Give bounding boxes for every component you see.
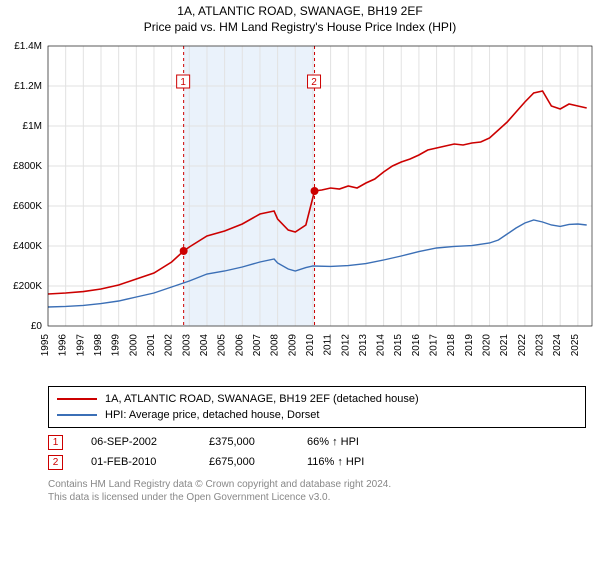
svg-text:2021: 2021 [499, 334, 510, 357]
svg-text:2022: 2022 [517, 334, 528, 357]
svg-text:2014: 2014 [376, 334, 387, 357]
legend: 1A, ATLANTIC ROAD, SWANAGE, BH19 2EF (de… [48, 386, 586, 428]
svg-text:1995: 1995 [40, 334, 51, 357]
transaction-price: £375,000 [209, 436, 279, 448]
svg-text:1998: 1998 [93, 334, 104, 357]
footer-line-1: Contains HM Land Registry data © Crown c… [48, 478, 586, 491]
svg-text:2010: 2010 [305, 334, 316, 357]
svg-text:2019: 2019 [464, 334, 475, 357]
transaction-row: 1 06-SEP-2002 £375,000 66% ↑ HPI [48, 432, 586, 452]
svg-text:1: 1 [180, 77, 186, 88]
legend-label: 1A, ATLANTIC ROAD, SWANAGE, BH19 2EF (de… [105, 393, 419, 405]
svg-text:2013: 2013 [358, 334, 369, 357]
attribution-footer: Contains HM Land Registry data © Crown c… [48, 478, 586, 504]
price-chart: £0 £200K £400K £600K £800K £1M £1.2M £1.4M 1995 1… [0, 40, 600, 380]
svg-text:1999: 1999 [111, 334, 122, 357]
svg-text:2002: 2002 [164, 334, 175, 357]
transaction-hpi-comparison: 66% ↑ HPI [307, 436, 387, 448]
legend-item: HPI: Average price, detached house, Dors… [57, 407, 577, 423]
legend-swatch [57, 398, 97, 400]
svg-text:2001: 2001 [146, 334, 157, 357]
svg-text:£1M: £1M [23, 121, 42, 132]
svg-text:2025: 2025 [570, 334, 581, 357]
svg-text:1996: 1996 [58, 334, 69, 357]
svg-text:2012: 2012 [340, 334, 351, 357]
transaction-row: 2 01-FEB-2010 £675,000 116% ↑ HPI [48, 452, 586, 472]
svg-text:2015: 2015 [393, 334, 404, 357]
chart-subtitle: Price paid vs. HM Land Registry's House … [0, 20, 600, 34]
svg-text:£0: £0 [31, 321, 43, 332]
chart-title: 1A, ATLANTIC ROAD, SWANAGE, BH19 2EF [0, 4, 600, 18]
svg-text:2009: 2009 [287, 334, 298, 357]
svg-text:1997: 1997 [75, 334, 86, 357]
svg-text:2003: 2003 [181, 334, 192, 357]
svg-text:2016: 2016 [411, 334, 422, 357]
svg-text:2017: 2017 [429, 334, 440, 357]
transaction-date: 01-FEB-2010 [91, 456, 181, 468]
svg-text:2004: 2004 [199, 334, 210, 357]
transaction-marker: 1 [48, 435, 63, 450]
legend-swatch [57, 414, 97, 416]
svg-text:£1.4M: £1.4M [14, 41, 42, 52]
transaction-marker: 2 [48, 455, 63, 470]
svg-text:£800K: £800K [13, 161, 42, 172]
svg-text:2006: 2006 [234, 334, 245, 357]
legend-item: 1A, ATLANTIC ROAD, SWANAGE, BH19 2EF (de… [57, 391, 577, 407]
transaction-price: £675,000 [209, 456, 279, 468]
transaction-date: 06-SEP-2002 [91, 436, 181, 448]
svg-text:£600K: £600K [13, 201, 42, 212]
svg-text:£200K: £200K [13, 281, 42, 292]
svg-text:2: 2 [311, 77, 317, 88]
svg-text:£1.2M: £1.2M [14, 81, 42, 92]
svg-text:2023: 2023 [535, 334, 546, 357]
svg-text:2007: 2007 [252, 334, 263, 357]
svg-text:2020: 2020 [482, 334, 493, 357]
legend-label: HPI: Average price, detached house, Dors… [105, 409, 319, 421]
transactions-table: 1 06-SEP-2002 £375,000 66% ↑ HPI 2 01-FEB-201… [48, 432, 586, 472]
svg-text:2008: 2008 [270, 334, 281, 357]
footer-line-2: This data is licensed under the Open Gov… [48, 491, 586, 504]
svg-text:2005: 2005 [217, 334, 228, 357]
svg-text:£400K: £400K [13, 241, 42, 252]
svg-text:2000: 2000 [128, 334, 139, 357]
svg-text:2011: 2011 [323, 334, 334, 356]
svg-text:2024: 2024 [552, 334, 563, 357]
svg-text:2018: 2018 [446, 334, 457, 357]
transaction-hpi-comparison: 116% ↑ HPI [307, 456, 387, 468]
